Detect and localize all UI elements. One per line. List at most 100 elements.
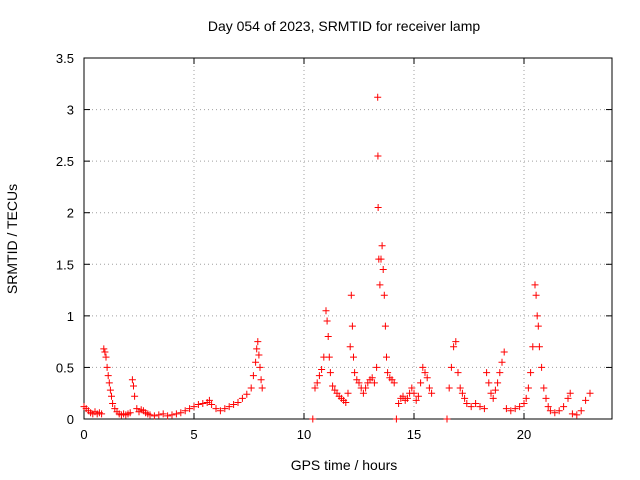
data-point	[532, 291, 540, 299]
data-point	[384, 369, 392, 377]
data-point	[190, 403, 198, 411]
data-point	[249, 372, 257, 380]
data-point	[374, 204, 382, 212]
data-point	[535, 343, 543, 351]
data-point	[524, 384, 532, 392]
data-point	[458, 389, 466, 397]
data-point	[101, 348, 109, 356]
y-tick-label: 2	[67, 206, 74, 221]
data-point	[311, 384, 319, 392]
data-point	[564, 394, 572, 402]
data-point	[325, 353, 333, 361]
data-point	[329, 382, 337, 390]
data-point	[103, 363, 111, 371]
data-point	[472, 400, 480, 408]
data-point	[194, 401, 202, 409]
data-point	[348, 322, 356, 330]
data-point	[403, 394, 411, 402]
x-tick-label: 15	[407, 427, 421, 442]
data-point	[467, 403, 475, 411]
data-point	[522, 394, 530, 402]
data-point	[146, 411, 154, 419]
data-point	[126, 409, 134, 417]
data-point	[395, 400, 403, 408]
data-point	[529, 343, 537, 351]
data-point	[443, 415, 451, 423]
data-point	[177, 409, 185, 417]
data-point	[380, 291, 388, 299]
data-point	[221, 405, 229, 413]
data-point	[419, 363, 427, 371]
data-point	[540, 384, 548, 392]
data-point	[555, 407, 563, 415]
y-tick-label: 0.5	[56, 360, 74, 375]
data-point	[256, 363, 264, 371]
data-point	[573, 411, 581, 419]
data-point	[383, 353, 390, 361]
x-tick-label: 0	[80, 427, 87, 442]
data-point	[254, 338, 262, 346]
data-point	[346, 343, 354, 351]
data-point	[323, 317, 331, 325]
data-point	[408, 384, 416, 392]
data-point	[351, 369, 359, 377]
x-axis-label: GPS time / hours	[291, 457, 398, 473]
data-point	[234, 398, 242, 406]
data-point	[238, 394, 246, 402]
data-point	[159, 410, 167, 418]
data-point	[253, 345, 261, 353]
data-point	[377, 255, 385, 263]
data-point	[168, 411, 176, 419]
data-point	[131, 392, 139, 400]
data-point	[560, 403, 568, 411]
data-point	[392, 415, 400, 423]
data-point	[551, 409, 559, 417]
data-point	[205, 396, 213, 404]
data-point	[128, 376, 136, 384]
data-point	[104, 372, 112, 380]
data-point	[485, 379, 493, 387]
y-tick-label: 0	[67, 412, 74, 427]
data-point	[516, 403, 524, 411]
data-point	[181, 407, 189, 415]
y-tick-label: 3.5	[56, 51, 74, 66]
data-point	[318, 365, 326, 373]
data-point	[212, 405, 220, 413]
data-point	[487, 389, 495, 397]
data-point	[489, 394, 497, 402]
data-point	[350, 353, 357, 361]
data-point	[130, 382, 137, 390]
data-point	[546, 407, 554, 415]
data-point	[421, 369, 429, 377]
data-point	[102, 353, 110, 361]
data-point	[414, 392, 422, 400]
data-point	[428, 389, 436, 397]
data-point	[322, 307, 330, 315]
data-point	[463, 400, 471, 408]
data-point	[410, 389, 418, 397]
data-point	[216, 407, 224, 415]
data-point	[243, 390, 251, 398]
data-point	[534, 322, 542, 330]
data-point	[586, 389, 594, 397]
data-point	[480, 405, 488, 413]
data-point	[376, 281, 384, 289]
data-point	[538, 363, 546, 371]
data-point	[355, 379, 363, 387]
data-point	[527, 369, 535, 377]
data-point	[98, 410, 106, 418]
data-point	[520, 400, 528, 408]
data-point	[461, 394, 469, 402]
data-point	[155, 411, 163, 419]
x-tick-label: 10	[297, 427, 311, 442]
data-point	[230, 401, 238, 409]
data-point	[531, 281, 539, 289]
data-point	[425, 384, 433, 392]
data-point	[342, 398, 350, 406]
data-point	[105, 379, 113, 387]
data-point	[247, 384, 255, 392]
data-point	[494, 379, 502, 387]
data-point	[491, 386, 499, 394]
data-point	[199, 400, 207, 408]
